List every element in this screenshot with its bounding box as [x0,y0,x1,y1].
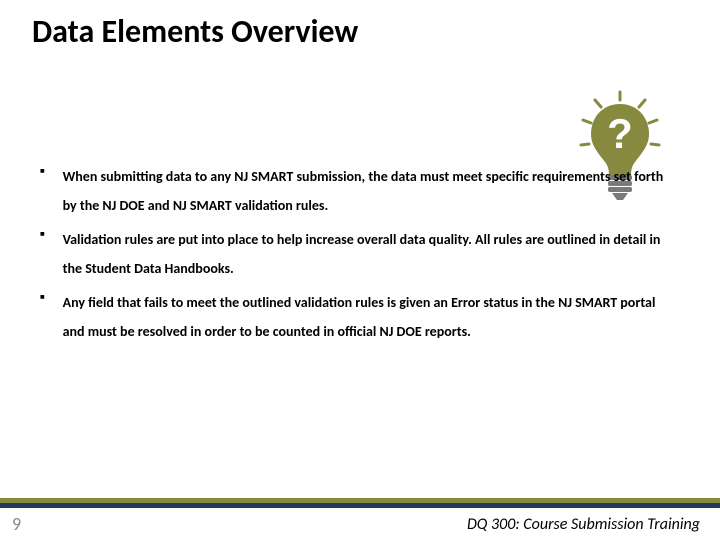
bullet-marker-icon: ▪ [40,288,45,347]
list-item: ▪ When submitting data to any NJ SMART s… [40,162,680,221]
page-number: 9 [12,513,21,535]
bullet-text: When submitting data to any NJ SMART sub… [63,162,680,221]
footer-bar-navy [0,503,720,508]
list-item: ▪ Validation rules are put into place to… [40,225,680,284]
bullet-marker-icon: ▪ [40,162,45,221]
footer-text: DQ 300: Course Submission Training [467,515,700,534]
question-mark: ? [607,110,633,157]
page-title: Data Elements Overview [32,12,358,51]
list-item: ▪ Any field that fails to meet the outli… [40,288,680,347]
footer-divider [0,498,720,508]
bullet-text: Validation rules are put into place to h… [63,225,680,284]
bullet-marker-icon: ▪ [40,225,45,284]
slide: Data Elements Overview ? ▪ When submitti… [0,0,720,540]
bullet-list: ▪ When submitting data to any NJ SMART s… [40,162,680,350]
bullet-text: Any field that fails to meet the outline… [63,288,680,347]
